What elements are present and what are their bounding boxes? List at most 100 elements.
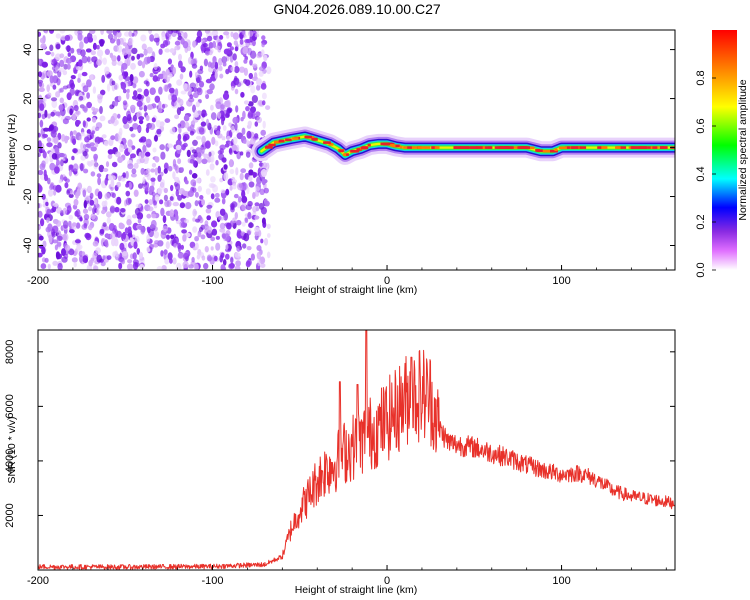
noise-blob — [58, 179, 63, 184]
noise-blob — [219, 208, 226, 216]
noise-blob — [132, 114, 137, 122]
noise-blob — [56, 207, 63, 214]
noise-blob — [127, 139, 133, 148]
noise-blob — [246, 246, 252, 251]
x-tick-label: 0 — [384, 275, 390, 287]
noise-blob — [178, 125, 182, 134]
noise-blob — [102, 168, 109, 172]
noise-blob — [186, 149, 191, 158]
noise-blob — [61, 248, 66, 257]
track-peak — [467, 146, 474, 149]
noise-blob — [146, 104, 153, 111]
y-tick-label: 4000 — [4, 449, 16, 473]
noise-blob — [234, 88, 239, 95]
noise-blob — [95, 247, 101, 254]
noise-blob — [210, 236, 216, 242]
noise-blob — [234, 66, 240, 74]
noise-blob — [98, 164, 105, 173]
track-peak — [465, 146, 469, 149]
noise-blob — [155, 38, 160, 46]
noise-blob — [56, 235, 63, 241]
noise-blob — [70, 75, 76, 80]
noise-blob — [149, 243, 154, 250]
noise-blob — [105, 161, 110, 168]
noise-blob — [95, 126, 100, 131]
noise-blob — [38, 71, 42, 78]
noise-blob — [163, 187, 168, 194]
noise-blob — [62, 70, 68, 76]
noise-blob — [40, 43, 47, 50]
noise-blob — [206, 215, 211, 221]
noise-blob — [58, 104, 64, 111]
noise-blob — [224, 143, 230, 148]
noise-blob — [235, 167, 239, 176]
noise-blob — [233, 193, 239, 199]
noise-blob — [43, 127, 50, 132]
noise-blob — [119, 242, 125, 251]
noise-blob — [206, 204, 213, 209]
track-peak — [292, 137, 299, 140]
track-peak — [410, 146, 414, 149]
noise-blob — [152, 147, 157, 153]
noise-blob — [151, 117, 156, 123]
noise-blob — [55, 220, 62, 227]
noise-blob — [117, 45, 123, 53]
noise-blob — [86, 56, 91, 63]
noise-blob — [38, 87, 45, 92]
noise-blob — [89, 199, 95, 206]
noise-blob — [141, 61, 146, 69]
x-tick-label: -100 — [202, 575, 224, 587]
track-peak — [390, 144, 395, 147]
noise-blob — [177, 252, 184, 259]
noise-blob — [242, 110, 246, 120]
noise-blob — [116, 196, 122, 205]
y-tick-label: -40 — [22, 238, 34, 254]
noise-blob — [197, 151, 202, 158]
noise-blob — [121, 251, 128, 257]
noise-blob — [138, 70, 145, 78]
noise-blob — [96, 44, 100, 50]
noise-blob — [42, 97, 47, 103]
noise-blob — [166, 234, 170, 240]
colorbar-tick-label: 0.0 — [695, 262, 707, 277]
colorbar-tick-label: 0.4 — [695, 166, 707, 181]
noise-blob — [235, 219, 242, 226]
x-tick-label: -200 — [27, 275, 49, 287]
track-peak — [328, 143, 334, 146]
noise-blob — [197, 68, 204, 75]
noise-blob — [133, 241, 138, 249]
noise-blob — [75, 222, 81, 229]
track-peaks — [264, 135, 675, 156]
noise-blob — [124, 31, 130, 37]
noise-blob — [149, 185, 155, 193]
noise-blob — [228, 148, 233, 154]
noise-blob — [240, 91, 245, 98]
noise-blob — [260, 129, 267, 136]
noise-blob — [38, 112, 42, 119]
noise-blob — [189, 70, 193, 78]
track-peak — [380, 142, 388, 146]
noise-blob — [114, 251, 119, 257]
track-peak — [571, 146, 579, 149]
noise-blob — [245, 79, 251, 86]
noise-blob — [44, 30, 49, 34]
noise-blob — [199, 195, 204, 200]
noise-blob — [50, 97, 58, 102]
noise-blob — [150, 219, 157, 229]
noise-blob — [195, 178, 201, 184]
noise-blob — [146, 46, 153, 54]
noise-blob — [83, 105, 88, 113]
noise-blob — [260, 83, 267, 90]
noise-blob — [172, 30, 178, 33]
track-peak — [505, 146, 514, 149]
x-tick-label: 100 — [552, 575, 570, 587]
noise-blob — [145, 185, 150, 192]
noise-blob — [82, 120, 86, 128]
noise-blob — [147, 206, 154, 212]
noise-blob — [38, 94, 42, 101]
noise-blob — [173, 243, 178, 249]
noise-blob — [46, 84, 50, 93]
noise-blob — [176, 79, 183, 86]
noise-blob — [234, 122, 238, 131]
